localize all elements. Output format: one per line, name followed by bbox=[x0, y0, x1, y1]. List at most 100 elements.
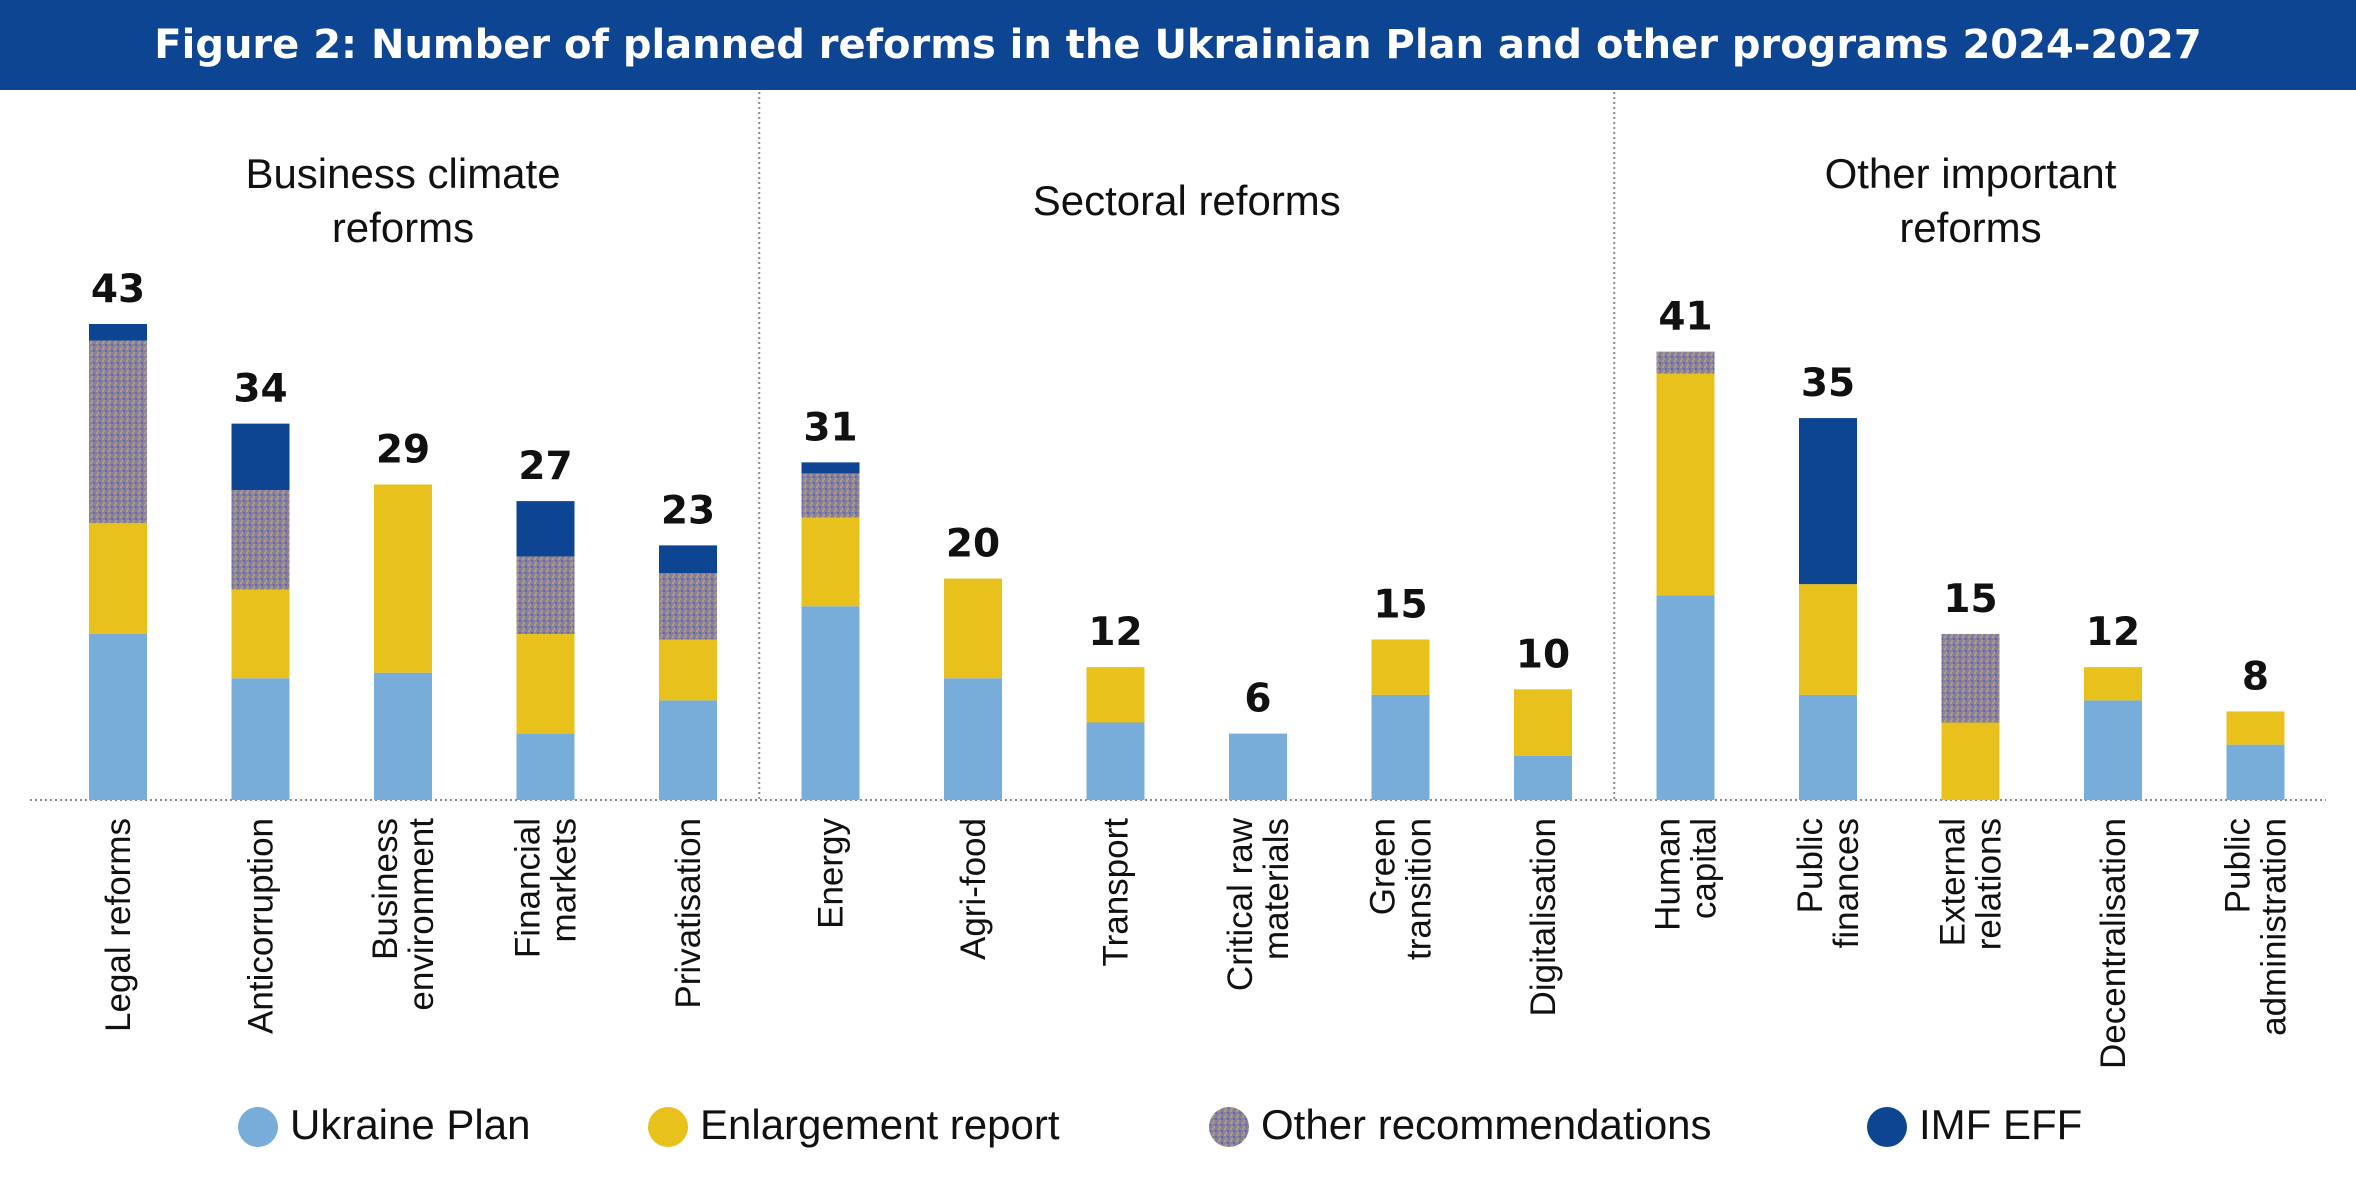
bar-segment-ukraine-plan bbox=[1371, 694, 1430, 800]
bar-segment-ukraine-plan bbox=[801, 606, 860, 800]
bar-segment-enlargement-report bbox=[1799, 584, 1857, 695]
category-label-line: materials bbox=[1257, 818, 1296, 960]
legend-label: Enlargement report bbox=[700, 1101, 1060, 1148]
bar-segment-enlargement-report bbox=[89, 523, 147, 634]
bar-segment-ukraine-plan bbox=[1514, 755, 1572, 800]
group-title: reforms bbox=[1899, 204, 2041, 251]
bar-segment-enlargement-report bbox=[1941, 722, 2000, 800]
category-label-line: administration bbox=[2255, 818, 2294, 1036]
category-label-line: Decentralisation bbox=[2094, 818, 2133, 1069]
bar-segment-enlargement-report bbox=[1371, 639, 1430, 695]
category-label-line: Energy bbox=[812, 818, 851, 929]
group-title: Sectoral reforms bbox=[1033, 177, 1341, 224]
category-label: Privatisation bbox=[669, 818, 708, 1009]
bar-segment-ukraine-plan bbox=[89, 633, 147, 800]
legend-label: Ukraine Plan bbox=[290, 1101, 530, 1148]
category-label-line: Anticorruption bbox=[242, 818, 281, 1034]
bar-segment-ukraine-plan bbox=[1229, 733, 1287, 800]
bar-segment-enlargement-report bbox=[1086, 667, 1145, 723]
bar-total-label: 27 bbox=[518, 444, 572, 489]
category-label: Digitalisation bbox=[1524, 818, 1563, 1016]
category-label-line: Public bbox=[1791, 818, 1830, 913]
bar-segment-enlargement-report bbox=[659, 639, 717, 701]
legend-swatch bbox=[238, 1107, 278, 1147]
category-label-line: finances bbox=[1827, 818, 1866, 948]
bar-segment-ukraine-plan bbox=[1656, 595, 1715, 800]
category-label-line: Critical raw bbox=[1221, 817, 1260, 991]
bar-segment-other-recommendations bbox=[801, 473, 860, 518]
bar-segment-ukraine-plan bbox=[374, 672, 432, 800]
bar-segment-imf-eff bbox=[516, 501, 575, 557]
category-label-line: Financial bbox=[509, 818, 548, 958]
category-label-line: Digitalisation bbox=[1524, 818, 1563, 1016]
stacked-bar-chart: 43 34 29 27 23 31 20 12 6 15 10 41 35 15 12 8 Business … bbox=[30, 92, 2326, 1148]
bar-total-label: 10 bbox=[1516, 632, 1570, 677]
category-label-line: environment bbox=[402, 818, 441, 1011]
legend-label: Other recommendations bbox=[1261, 1101, 1712, 1148]
legend-swatch bbox=[1867, 1107, 1907, 1147]
group-title: Business climate bbox=[245, 150, 560, 197]
bar-segment-imf-eff bbox=[801, 462, 860, 474]
category-label: Anticorruption bbox=[242, 818, 281, 1034]
bar-total-label: 23 bbox=[661, 488, 715, 533]
bar-segment-imf-eff bbox=[1799, 418, 1857, 585]
bar-segment-imf-eff bbox=[89, 323, 147, 341]
category-label-line: markets bbox=[545, 818, 584, 942]
bar-segment-ukraine-plan bbox=[231, 678, 290, 800]
bar-total-label: 35 bbox=[1801, 361, 1855, 406]
bar-segment-ukraine-plan bbox=[516, 733, 575, 800]
bar-segment-ukraine-plan bbox=[944, 678, 1002, 800]
bar-segment-other-recommendations bbox=[1941, 633, 2000, 723]
legend-item-ukraine-plan: Ukraine Plan bbox=[238, 1101, 530, 1148]
bar-segment-enlargement-report bbox=[801, 517, 860, 607]
group-title: reforms bbox=[332, 204, 474, 251]
bar-total-label: 31 bbox=[803, 405, 857, 450]
bar-total-label: 15 bbox=[1943, 577, 1997, 622]
bar-segment-ukraine-plan bbox=[2084, 700, 2142, 800]
legend-item-enlargement-report: Enlargement report bbox=[648, 1101, 1060, 1148]
legend-item-imf-eff: IMF EFF bbox=[1867, 1101, 2082, 1148]
category-label-line: Privatisation bbox=[669, 818, 708, 1009]
bar-segment-enlargement-report bbox=[374, 484, 432, 673]
category-label: Agri-food bbox=[954, 818, 993, 960]
bar-segment-ukraine-plan bbox=[1086, 722, 1145, 800]
bar-segment-ukraine-plan bbox=[2226, 744, 2285, 800]
legend-item-other-recommendations: Other recommendations bbox=[1209, 1101, 1712, 1148]
bar-segment-ukraine-plan bbox=[1799, 694, 1857, 800]
bar-total-label: 29 bbox=[376, 428, 430, 473]
bar-total-label: 8 bbox=[2242, 654, 2269, 699]
category-label-line: transition bbox=[1400, 818, 1439, 960]
bar-segment-imf-eff bbox=[231, 423, 290, 491]
bar-total-label: 12 bbox=[2086, 610, 2140, 655]
category-label-line: Green bbox=[1364, 818, 1403, 915]
group-title: Other important bbox=[1825, 150, 2117, 197]
legend-swatch bbox=[648, 1107, 688, 1147]
category-label-line: Business bbox=[366, 818, 405, 960]
bar-segment-other-recommendations bbox=[89, 340, 147, 524]
legend-label: IMF EFF bbox=[1919, 1101, 2082, 1148]
bar-total-label: 34 bbox=[233, 367, 287, 412]
category-label-line: Transport bbox=[1097, 818, 1136, 967]
bar-total-label: 20 bbox=[946, 522, 1000, 567]
bar-segment-imf-eff bbox=[659, 545, 717, 574]
bar-segment-enlargement-report bbox=[2084, 667, 2142, 701]
category-label: Energy bbox=[812, 818, 851, 929]
bar-segment-enlargement-report bbox=[1656, 373, 1715, 596]
category-label-line: capital bbox=[1685, 818, 1724, 919]
bar-segment-other-recommendations bbox=[231, 490, 290, 590]
bar-total-label: 41 bbox=[1658, 295, 1712, 340]
chart-title: Figure 2: Number of planned reforms in t… bbox=[154, 22, 2202, 68]
bar-segment-enlargement-report bbox=[516, 633, 575, 734]
category-label: Decentralisation bbox=[2094, 818, 2133, 1069]
bar-segment-other-recommendations bbox=[659, 573, 717, 640]
category-label: Legal reforms bbox=[99, 818, 138, 1032]
bar-total-label: 12 bbox=[1088, 610, 1142, 655]
bar-total-label: 6 bbox=[1244, 677, 1271, 722]
